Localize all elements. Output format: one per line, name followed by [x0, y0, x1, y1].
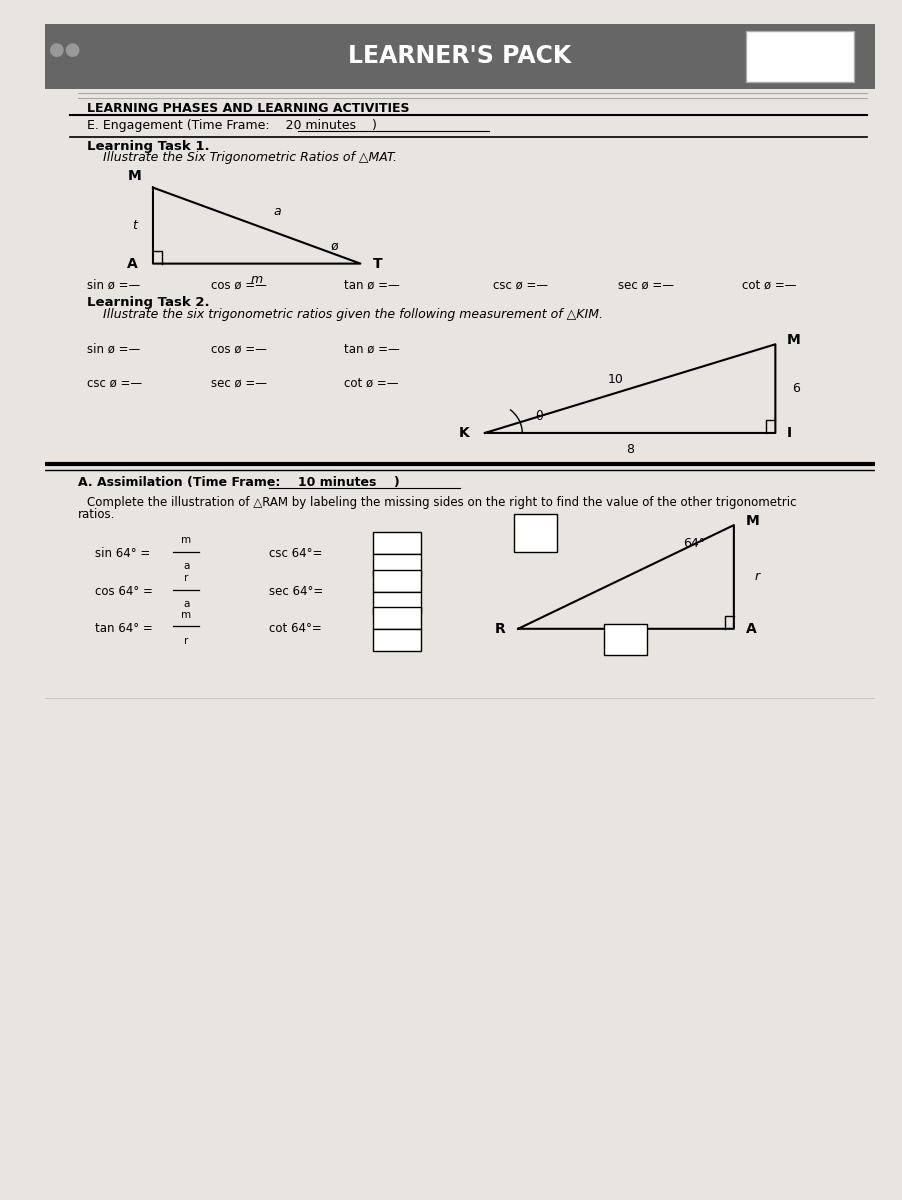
Text: Complete the illustration of △RAM by labeling the missing sides on the right to : Complete the illustration of △RAM by lab…	[87, 496, 796, 509]
Text: A: A	[127, 257, 138, 271]
FancyBboxPatch shape	[514, 514, 557, 552]
Text: M: M	[787, 332, 801, 347]
Text: M: M	[745, 514, 759, 528]
Text: I: I	[787, 426, 792, 440]
Text: sec ø =—: sec ø =—	[618, 280, 674, 292]
Text: sec ø =—: sec ø =—	[211, 377, 267, 390]
Text: sin ø =—: sin ø =—	[87, 280, 140, 292]
Text: m: m	[181, 535, 191, 545]
Text: LEARNER'S PACK: LEARNER'S PACK	[348, 44, 572, 68]
Text: cos ø =—: cos ø =—	[211, 342, 267, 355]
Text: 10: 10	[607, 373, 623, 386]
Text: 6: 6	[792, 382, 800, 395]
Text: sin 64° =: sin 64° =	[95, 547, 150, 560]
FancyBboxPatch shape	[603, 624, 647, 655]
Text: t: t	[133, 220, 137, 232]
FancyBboxPatch shape	[373, 592, 421, 614]
Text: E. Engagement (Time Frame:    20 minutes    ): E. Engagement (Time Frame: 20 minutes )	[87, 119, 376, 132]
Text: csc 64°=: csc 64°=	[269, 547, 323, 560]
Text: ratios.: ratios.	[78, 509, 115, 521]
Text: A: A	[745, 622, 756, 636]
Text: m: m	[251, 274, 262, 287]
Text: Learning Task 2.: Learning Task 2.	[87, 296, 209, 310]
Text: cot ø =—: cot ø =—	[344, 377, 399, 390]
Text: r: r	[184, 572, 189, 583]
Text: tan 64° =: tan 64° =	[95, 623, 152, 635]
FancyBboxPatch shape	[373, 554, 421, 576]
FancyBboxPatch shape	[373, 532, 421, 554]
Text: cot 64°=: cot 64°=	[269, 623, 322, 635]
Text: cot ø =—: cot ø =—	[742, 280, 796, 292]
FancyBboxPatch shape	[746, 31, 854, 82]
Text: 8: 8	[626, 443, 634, 456]
Text: K: K	[459, 426, 470, 440]
Text: a: a	[183, 599, 189, 608]
Text: sec 64°=: sec 64°=	[269, 586, 324, 599]
Text: a: a	[183, 560, 189, 571]
Text: R: R	[495, 622, 506, 636]
Text: r: r	[184, 636, 189, 646]
Text: ●●: ●●	[50, 42, 81, 60]
Text: θ: θ	[535, 410, 543, 424]
Text: 64°: 64°	[683, 538, 705, 550]
Text: T: T	[373, 257, 382, 271]
Text: Illustrate the six trigonometric ratios given the following measurement of △KIM.: Illustrate the six trigonometric ratios …	[103, 308, 603, 320]
Text: cos 64° =: cos 64° =	[95, 586, 152, 599]
FancyBboxPatch shape	[45, 24, 875, 89]
Text: A. Assimilation (Time Frame:    10 minutes    ): A. Assimilation (Time Frame: 10 minutes …	[78, 476, 400, 488]
FancyBboxPatch shape	[373, 607, 421, 629]
Text: M: M	[128, 169, 142, 182]
FancyBboxPatch shape	[373, 629, 421, 650]
Text: cos ø =—: cos ø =—	[211, 280, 267, 292]
Text: Illustrate the Six Trigonometric Ratios of △MAT.: Illustrate the Six Trigonometric Ratios …	[103, 151, 397, 164]
Text: m: m	[181, 610, 191, 619]
Text: a: a	[273, 205, 281, 218]
Text: tan ø =—: tan ø =—	[344, 280, 400, 292]
Text: tan ø =—: tan ø =—	[344, 342, 400, 355]
Text: sin ø =—: sin ø =—	[87, 342, 140, 355]
Text: ø: ø	[330, 239, 337, 252]
Text: Learning Task 1.: Learning Task 1.	[87, 139, 209, 152]
Text: LEARNING PHASES AND LEARNING ACTIVITIES: LEARNING PHASES AND LEARNING ACTIVITIES	[87, 102, 410, 114]
FancyBboxPatch shape	[373, 570, 421, 592]
Text: csc ø =—: csc ø =—	[493, 280, 548, 292]
Text: r: r	[755, 570, 759, 583]
Text: csc ø =—: csc ø =—	[87, 377, 142, 390]
